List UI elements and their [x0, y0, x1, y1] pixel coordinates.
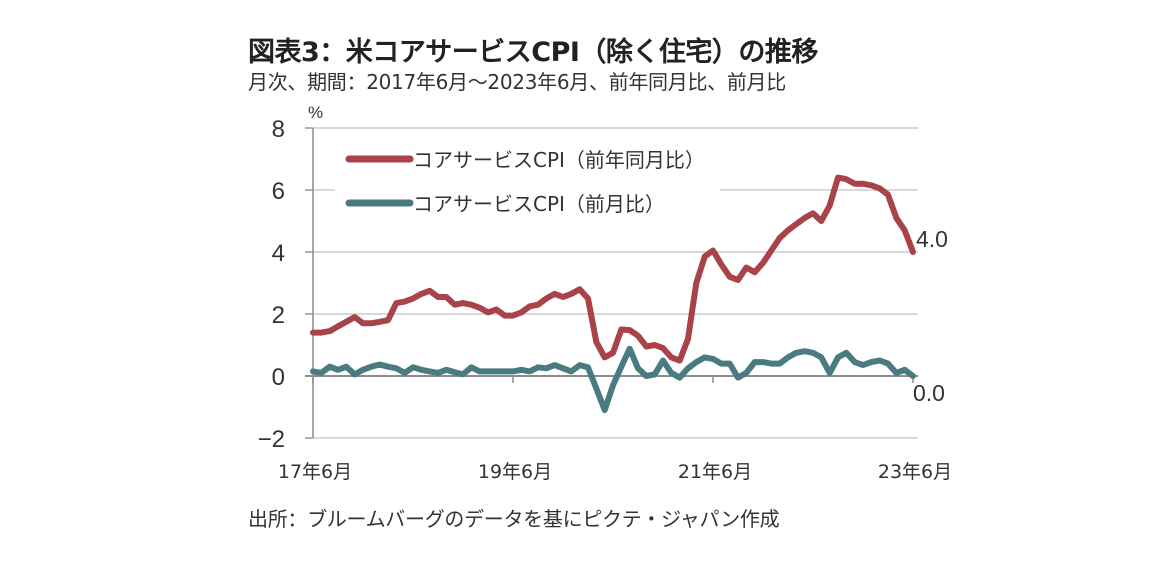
y-tick-label: 0 [272, 364, 285, 391]
x-tick-labels: 17年6月 19年6月 21年6月 23年6月 [278, 461, 952, 483]
series-lines [310, 174, 916, 414]
x-tick-label: 23年6月 [878, 461, 952, 483]
gridlines [313, 127, 918, 439]
y-tick-label: −2 [258, 426, 285, 453]
legend-item: コアサービスCPI（前年同月比） [345, 148, 705, 172]
y-tick-label: 4 [272, 240, 285, 267]
legend-label: コアサービスCPI（前年同月比） [413, 148, 705, 172]
y-tick-label: 2 [272, 302, 285, 329]
y-tick-label: 8 [272, 116, 285, 143]
end-value-label: 4.0 [916, 226, 948, 252]
series-line-yoy [310, 174, 916, 364]
legend: コアサービスCPI（前年同月比） コアサービスCPI（前月比） [345, 148, 705, 216]
legend-item: コアサービスCPI（前月比） [345, 192, 665, 216]
y-tick-label: 6 [272, 178, 285, 205]
legend-label: コアサービスCPI（前月比） [413, 192, 665, 216]
axes [305, 127, 918, 439]
y-tick-labels: 8 6 4 2 −2 0 [258, 116, 285, 453]
x-tick-label: 21年6月 [678, 461, 752, 483]
end-labels: 4.0 0.0 [913, 226, 948, 406]
source-note: 出所：ブルームバーグのデータを基にピクテ・ジャパン作成 [248, 507, 780, 531]
end-value-label: 0.0 [913, 380, 945, 406]
x-tick-label: 17年6月 [278, 461, 352, 483]
y-axis-unit-label: % [308, 103, 323, 122]
chart-title: 図表3：米コアサービスCPI（除く住宅）の推移 [248, 37, 818, 68]
x-tick-label: 19年6月 [478, 461, 552, 483]
chart-subtitle: 月次、期間：2017年6月～2023年6月、前年同月比、前月比 [248, 70, 786, 94]
series-line-mom [310, 345, 916, 414]
